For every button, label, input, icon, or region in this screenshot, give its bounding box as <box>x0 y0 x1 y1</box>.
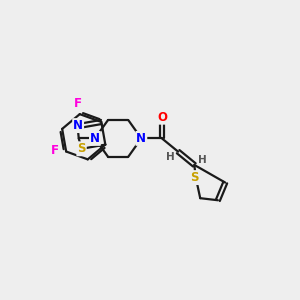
Text: O: O <box>157 111 167 124</box>
Text: H: H <box>166 152 174 162</box>
Text: S: S <box>77 142 86 155</box>
Text: N: N <box>73 119 83 132</box>
Text: F: F <box>74 97 81 110</box>
Text: H: H <box>198 154 207 165</box>
Text: S: S <box>190 171 199 184</box>
Text: F: F <box>51 143 59 157</box>
Text: N: N <box>90 132 100 145</box>
Text: N: N <box>136 132 146 145</box>
